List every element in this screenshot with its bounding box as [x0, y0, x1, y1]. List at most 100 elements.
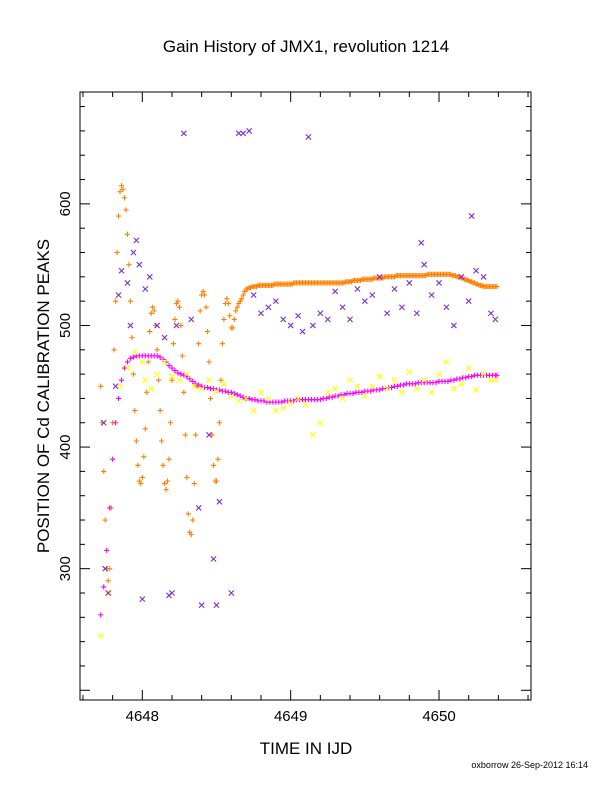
data-point	[272, 407, 279, 414]
data-point	[240, 130, 247, 137]
data-point	[157, 407, 163, 414]
data-point	[146, 273, 153, 280]
data-point	[219, 341, 226, 347]
data-point	[287, 322, 294, 329]
data-point	[317, 419, 324, 426]
data-point	[302, 401, 309, 408]
data-point	[295, 395, 302, 402]
data-point	[394, 383, 401, 389]
data-point	[170, 341, 177, 347]
data-point	[161, 334, 168, 341]
data-point	[413, 385, 420, 392]
data-point	[210, 555, 217, 562]
data-point	[179, 353, 185, 359]
data-point	[272, 298, 279, 305]
data-point	[287, 400, 294, 407]
data-point	[106, 590, 113, 596]
data-point	[115, 395, 122, 402]
data-point	[265, 304, 272, 311]
data-point	[347, 377, 353, 384]
data-point	[124, 359, 131, 365]
data-point	[101, 468, 107, 474]
data-point	[228, 393, 235, 399]
data-point	[413, 310, 420, 317]
data-point	[121, 195, 128, 201]
data-point	[398, 304, 405, 311]
data-point	[154, 322, 161, 329]
data-point	[139, 596, 146, 603]
data-point	[187, 376, 193, 382]
data-point	[225, 300, 231, 307]
data-point	[127, 355, 134, 361]
data-point	[193, 381, 199, 387]
data-point	[213, 388, 220, 395]
data-point	[160, 462, 166, 468]
data-point	[473, 386, 480, 393]
data-point	[102, 517, 108, 523]
data-point	[118, 377, 125, 383]
data-point	[487, 310, 494, 317]
data-point	[231, 390, 237, 397]
data-point	[465, 298, 472, 305]
data-point	[133, 438, 139, 444]
data-point	[465, 365, 472, 372]
data-point	[196, 341, 202, 347]
data-point	[207, 395, 214, 402]
data-point	[451, 377, 457, 383]
data-point	[309, 431, 316, 438]
data-point	[196, 382, 202, 388]
data-point	[105, 590, 112, 596]
data-point	[158, 438, 165, 444]
data-point	[100, 419, 107, 426]
data-point	[169, 377, 175, 383]
data-point	[339, 304, 346, 311]
data-point	[463, 375, 469, 381]
data-point	[178, 371, 184, 377]
data-point	[239, 296, 245, 302]
data-point	[265, 395, 272, 402]
data-point	[148, 310, 154, 316]
data-point	[190, 517, 196, 523]
data-point	[185, 511, 191, 517]
data-point	[388, 384, 395, 391]
data-point	[195, 504, 202, 511]
data-point	[139, 474, 145, 481]
data-point	[235, 130, 242, 137]
data-point	[369, 292, 376, 299]
series-3	[97, 349, 499, 639]
data-point	[258, 389, 264, 396]
data-point	[369, 383, 376, 390]
y-tick-label: 500	[57, 313, 74, 338]
data-point	[347, 316, 353, 323]
data-point	[124, 365, 131, 372]
data-point	[97, 632, 104, 639]
data-point	[445, 378, 451, 385]
data-point	[112, 383, 119, 390]
data-point	[350, 390, 356, 397]
data-points	[97, 127, 500, 639]
data-point	[150, 304, 156, 310]
chart-title: Gain History of JMX1, revolution 1214	[163, 37, 449, 56]
data-point	[166, 363, 172, 369]
data-point	[115, 292, 122, 299]
data-point	[450, 385, 457, 392]
y-tick-label: 400	[57, 435, 74, 460]
data-point	[113, 420, 119, 426]
data-point	[295, 312, 302, 319]
data-point	[130, 354, 137, 360]
data-point	[141, 454, 147, 460]
data-point	[252, 397, 258, 403]
data-point	[142, 377, 149, 384]
data-point	[172, 367, 178, 374]
data-point	[384, 385, 391, 392]
data-point	[227, 313, 233, 319]
data-point	[222, 388, 228, 394]
data-point	[361, 298, 368, 305]
data-point	[202, 292, 208, 298]
data-point	[188, 316, 195, 323]
data-point	[234, 392, 240, 398]
y-tick-label: 600	[57, 191, 74, 216]
data-point	[156, 377, 162, 383]
data-point	[216, 420, 223, 426]
